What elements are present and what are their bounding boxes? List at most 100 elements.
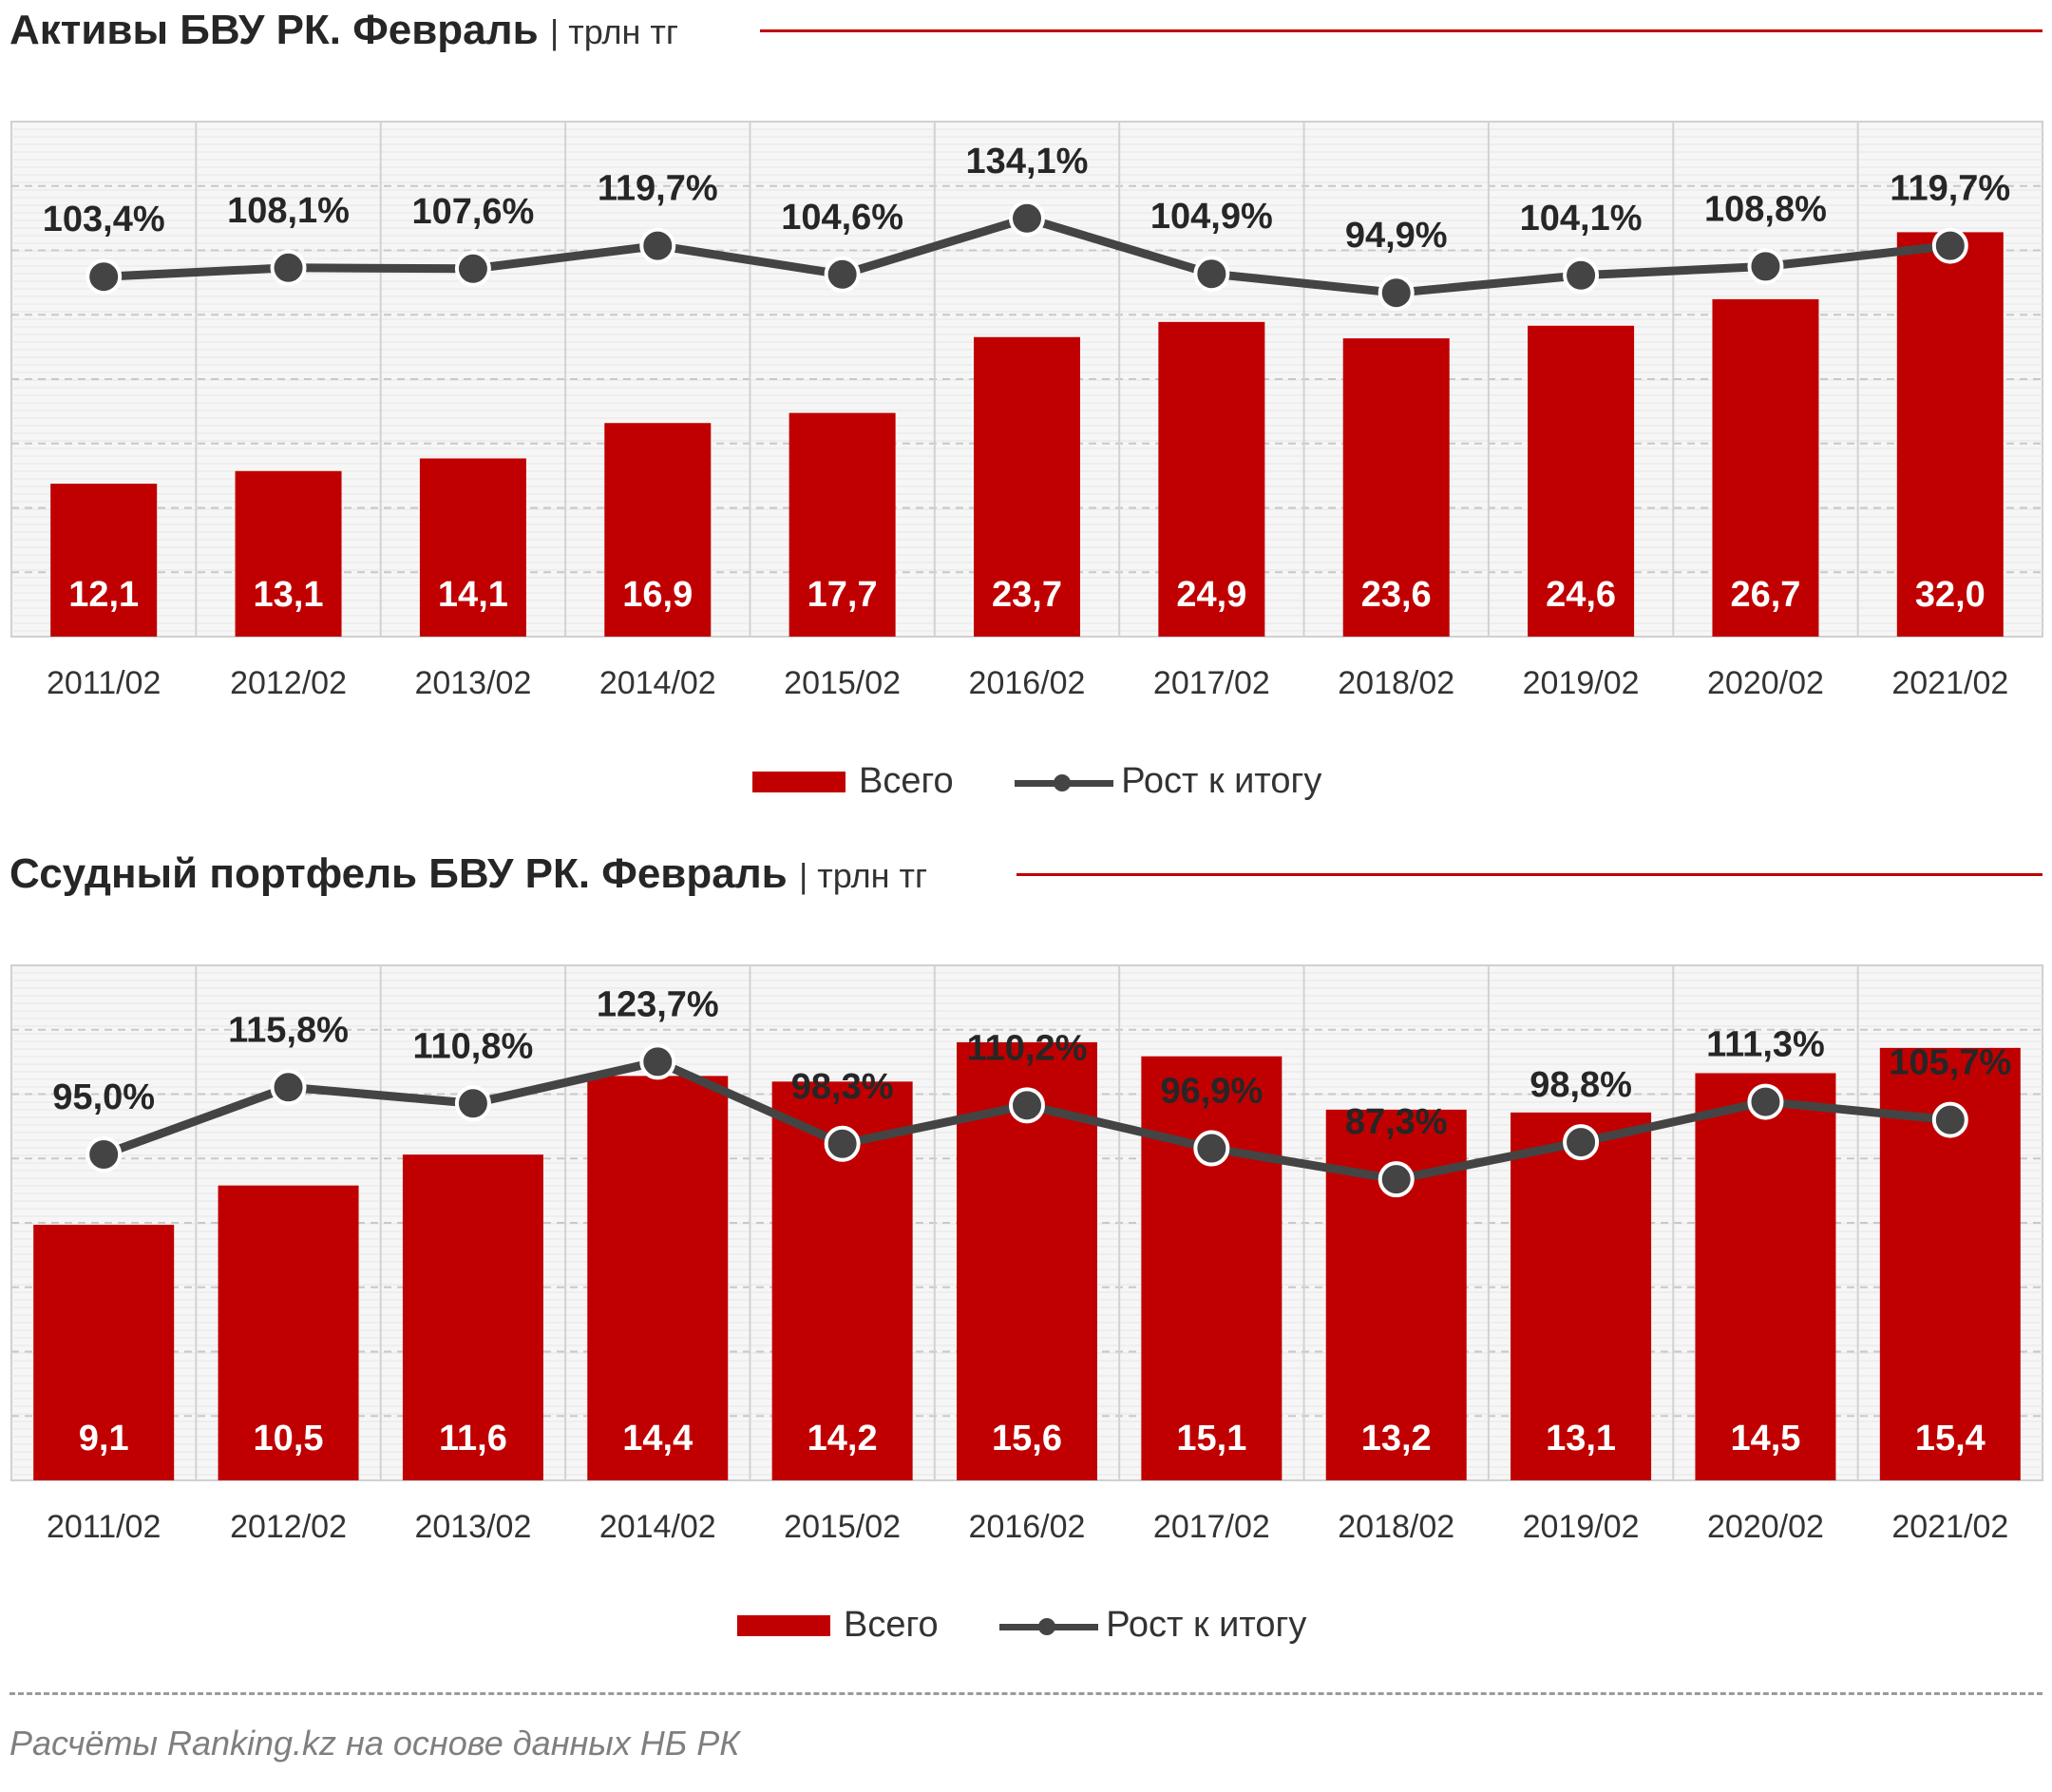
category-tick-label: 2018/02 <box>1338 665 1454 701</box>
growth-data-label: 87,3% <box>1345 1102 1448 1142</box>
category-tick-label: 2012/02 <box>230 1509 347 1545</box>
bar-data-label: 15,1 <box>1176 1419 1246 1458</box>
bar-data-label: 9,1 <box>79 1419 129 1458</box>
chart1-title: Активы БВУ РК. Февраль <box>10 7 539 53</box>
bar-data-label: 13,2 <box>1361 1419 1432 1458</box>
growth-point <box>639 227 676 264</box>
growth-data-label: 96,9% <box>1160 1072 1263 1112</box>
growth-data-label: 105,7% <box>1889 1043 2011 1083</box>
bar <box>218 1185 359 1480</box>
bar <box>33 1225 175 1480</box>
bar <box>974 336 1080 637</box>
bar <box>1141 1056 1282 1480</box>
growth-data-label: 123,7% <box>597 984 719 1024</box>
category-tick-label: 2017/02 <box>1153 665 1270 701</box>
growth-point <box>454 250 491 287</box>
bar-data-label: 16,9 <box>622 575 693 615</box>
chart2-plot: 9,1 2011/02 10,5 2012/02 11,6 2013/02 14,4 2014… <box>10 964 2043 1545</box>
growth-point <box>270 1069 307 1106</box>
chart2-title-rule <box>1016 873 2042 876</box>
bar-data-label: 15,6 <box>992 1419 1062 1458</box>
category-tick-label: 2021/02 <box>1891 1509 2008 1545</box>
growth-data-label: 95,0% <box>52 1077 155 1117</box>
bar <box>235 470 342 637</box>
bar <box>50 484 158 637</box>
growth-point <box>1747 248 1784 285</box>
growth-point <box>86 1136 123 1172</box>
growth-point <box>270 249 307 286</box>
chart1-header: Активы БВУ РК. Февраль | трлн тг <box>10 0 2042 61</box>
category-tick-label: 2014/02 <box>599 665 716 701</box>
chart1-legend-bar: Всего <box>752 761 954 802</box>
growth-point <box>639 1043 676 1080</box>
growth-data-label: 98,8% <box>1530 1065 1632 1105</box>
bar-data-label: 11,6 <box>439 1419 507 1458</box>
growth-point <box>1747 1083 1784 1120</box>
growth-point <box>1193 1130 1230 1167</box>
growth-data-label: 108,8% <box>1704 189 1827 229</box>
source-note: Расчёты Ranking.kz на основе данных НБ Р… <box>10 1724 740 1763</box>
bar <box>419 458 526 637</box>
bar-data-label: 12,1 <box>68 575 139 615</box>
chart1-legend-line: Рост к итогу <box>1015 761 1321 802</box>
bar-data-label: 13,1 <box>254 575 324 615</box>
bar-data-label: 23,6 <box>1361 575 1432 615</box>
bar-data-label: 15,4 <box>1915 1419 1986 1458</box>
bar-data-label: 24,9 <box>1176 575 1246 615</box>
chart1-title-rule <box>760 29 2042 32</box>
category-tick-label: 2016/02 <box>969 1509 1086 1545</box>
category-tick-label: 2017/02 <box>1153 1509 1270 1545</box>
growth-data-label: 115,8% <box>228 1010 349 1050</box>
growth-data-label: 94,9% <box>1345 216 1448 256</box>
growth-point <box>1563 1124 1600 1161</box>
category-tick-label: 2015/02 <box>784 665 901 701</box>
bar-data-label: 23,7 <box>992 575 1062 615</box>
line-marker-swatch-icon <box>999 1615 1099 1636</box>
growth-point <box>1378 1161 1415 1198</box>
growth-point <box>454 1085 491 1122</box>
growth-data-label: 98,3% <box>791 1067 894 1107</box>
growth-point <box>1378 275 1415 312</box>
growth-data-label: 119,7% <box>598 169 718 209</box>
category-tick-label: 2015/02 <box>784 1509 901 1545</box>
growth-data-label: 104,1% <box>1520 199 1643 238</box>
bar <box>402 1154 543 1480</box>
growth-point <box>1931 227 1968 264</box>
bar-data-label: 17,7 <box>808 575 878 615</box>
growth-data-label: 119,7% <box>1890 169 2010 209</box>
chart2-unit: | трлн тг <box>798 856 928 895</box>
chart1-title-group: Активы БВУ РК. Февраль | трлн тг <box>10 0 678 63</box>
chart1-legend: Всего Рост к итогу <box>752 760 1373 802</box>
bar <box>788 412 896 637</box>
growth-point <box>1009 1087 1045 1124</box>
growth-point <box>1563 257 1600 294</box>
category-tick-label: 2011/02 <box>47 1509 161 1545</box>
chart1-legend-bar-label: Всего <box>859 761 954 802</box>
category-tick-label: 2020/02 <box>1707 665 1824 701</box>
bar <box>1695 1073 1836 1480</box>
bar-data-label: 14,4 <box>622 1419 693 1458</box>
bar-data-label: 14,5 <box>1730 1419 1800 1458</box>
chart2-title-group: Ссудный портфель БВУ РК. Февраль | трлн … <box>10 844 927 906</box>
growth-point <box>1193 256 1230 293</box>
bar <box>1896 232 2004 637</box>
bar-data-label: 24,6 <box>1546 575 1616 615</box>
growth-data-label: 110,2% <box>967 1028 1088 1068</box>
chart1-legend-line-label: Рост к итогу <box>1121 761 1322 802</box>
chart2-legend-line: Рост к итогу <box>999 1605 1306 1646</box>
bar-data-label: 14,2 <box>808 1419 878 1458</box>
growth-data-label: 104,9% <box>1150 197 1273 237</box>
growth-point <box>824 1125 861 1162</box>
category-tick-label: 2014/02 <box>599 1509 716 1545</box>
bar-swatch-icon <box>752 771 846 792</box>
chart1-plot: 12,1 2011/02 13,1 2012/02 14,1 2013/02 16,9 201… <box>10 121 2043 701</box>
category-tick-label: 2013/02 <box>414 1509 531 1545</box>
bar <box>1158 321 1265 637</box>
growth-data-label: 104,6% <box>781 198 903 238</box>
category-tick-label: 2019/02 <box>1523 1509 1640 1545</box>
bar <box>1510 1112 1652 1480</box>
bar <box>1342 338 1450 637</box>
bar <box>1712 298 1819 637</box>
category-tick-label: 2019/02 <box>1523 665 1640 701</box>
bar-data-label: 13,1 <box>1546 1419 1616 1458</box>
